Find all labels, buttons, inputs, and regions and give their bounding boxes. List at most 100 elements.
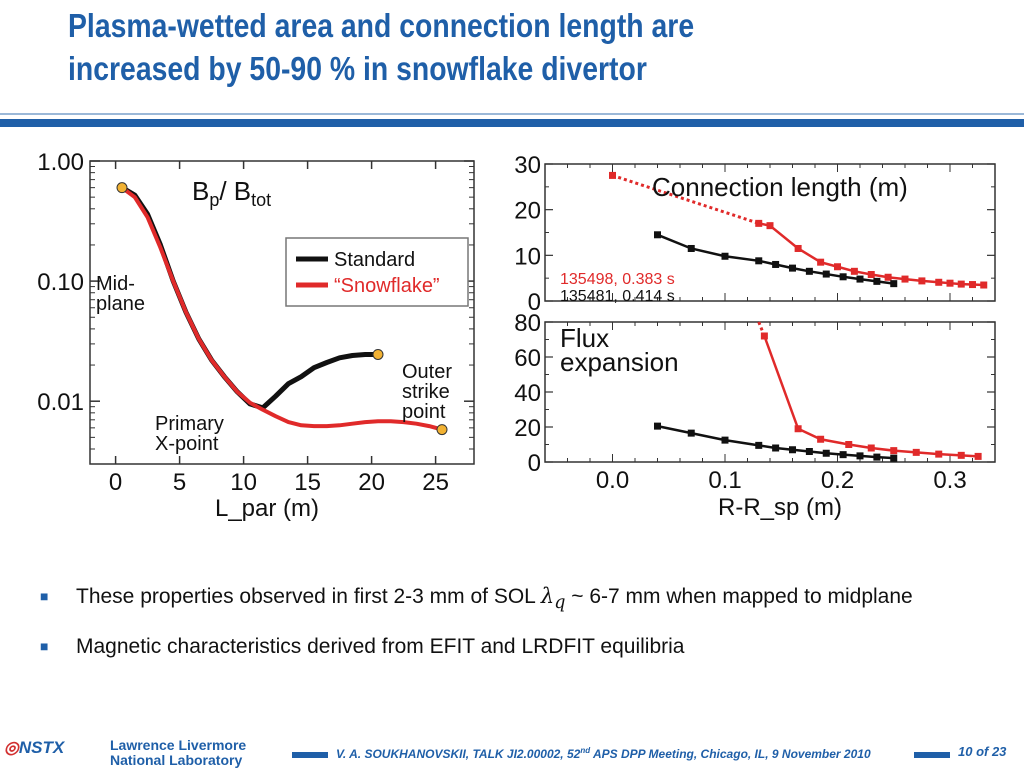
x-tick-label: 25 <box>422 469 449 496</box>
bullet-text-part1: These properties observed in first 2-3 m… <box>76 585 541 608</box>
plot-frame <box>544 321 996 463</box>
footer-bar-right <box>914 752 950 758</box>
y-tick-label: 20 <box>514 415 541 442</box>
series-dotted-segment <box>612 173 760 225</box>
endpoint-marker <box>372 348 384 360</box>
data-point-marker <box>839 451 847 459</box>
bullet-item: ■ Magnetic characteristics derived from … <box>40 630 980 663</box>
slide-title-line1: Plasma-wetted area and connection length… <box>68 7 695 44</box>
data-point-marker <box>817 258 825 266</box>
endpoint-marker <box>116 182 128 194</box>
x-tick-label: 0 <box>109 469 122 496</box>
legend-label: 135481, 0.414 s <box>560 288 675 305</box>
x-tick-label: 15 <box>294 469 321 496</box>
data-point-marker <box>772 260 780 268</box>
series-135498-line <box>763 335 979 458</box>
data-point-marker <box>794 244 802 252</box>
y-tick-label: 80 <box>514 310 541 337</box>
data-point-marker <box>687 244 695 252</box>
legend-label: “Snowflake” <box>334 275 440 297</box>
lambda-symbol: λ <box>540 584 555 608</box>
data-point-marker <box>755 257 763 265</box>
title-divider <box>0 119 1024 127</box>
figure-panels: 1.000.100.010 5 10 15 20 25L_par (m)Bp/ BtotS… <box>37 149 996 522</box>
data-point-marker <box>789 446 796 454</box>
x-tick-label: 20 <box>358 469 385 496</box>
chart-title: Bp/ Btot <box>192 176 271 210</box>
data-point-marker <box>946 279 954 287</box>
y-tick-label: 0.10 <box>37 269 84 296</box>
data-point-marker <box>772 444 780 452</box>
data-point-marker <box>918 277 926 285</box>
data-point-marker <box>856 452 864 460</box>
plot-frame <box>89 160 475 465</box>
data-point-marker <box>845 441 853 448</box>
annotation-strike-point: strike <box>402 381 450 403</box>
page-number: 10 of 23 <box>958 744 1007 759</box>
nstx-logo: ◎NSTX <box>4 738 64 758</box>
lambda-subscript: q <box>554 593 566 614</box>
chart-title: Connection length (m) <box>652 172 908 202</box>
nstx-logo-ring-icon: ◎ <box>4 738 19 757</box>
llnl-logo-line2: National Laboratory <box>110 752 243 768</box>
data-point-marker <box>856 275 864 283</box>
legend-label: 135498, 0.383 s <box>560 271 675 288</box>
footer-citation-a: V. A. SOUKHANOVSKII, TALK JI2.00002, 52 <box>336 747 581 761</box>
data-point-marker <box>850 267 858 275</box>
data-point-marker <box>805 267 813 275</box>
data-point-marker <box>755 219 763 227</box>
title-divider-thin <box>0 113 1024 115</box>
data-point-marker <box>822 270 830 278</box>
y-tick-label: 40 <box>514 380 541 407</box>
data-point-marker <box>890 447 898 455</box>
endpoint-marker <box>436 424 448 436</box>
chart-title: Flux <box>560 323 609 353</box>
data-point-marker <box>721 436 729 444</box>
y-tick-label: 30 <box>514 152 541 179</box>
data-point-marker <box>884 273 892 281</box>
data-point-marker <box>980 281 988 289</box>
data-point-marker <box>873 277 881 285</box>
llnl-logo: Lawrence Livermore National Laboratory <box>110 738 246 768</box>
data-point-marker <box>760 332 768 340</box>
data-point-marker <box>789 264 796 272</box>
annotation-strike-point: point <box>402 401 446 423</box>
llnl-logo-line1: Lawrence Livermore <box>110 737 247 753</box>
series-snowflake-line <box>120 186 443 432</box>
y-tick-label: 1.00 <box>37 149 84 176</box>
nstx-logo-text: NSTX <box>18 738 65 757</box>
annotation-midplane: Mid- <box>96 273 135 295</box>
data-point-marker <box>890 454 898 462</box>
data-point-marker <box>873 453 881 461</box>
data-point-marker <box>839 273 847 281</box>
bullet-list: ■ These properties observed in first 2-3… <box>40 580 980 673</box>
legend-label: Standard <box>334 249 415 271</box>
y-tick-label: 0.01 <box>37 389 84 416</box>
data-point-marker <box>654 422 661 430</box>
bullet-square-icon: ■ <box>40 588 49 604</box>
bullet-item: ■ These properties observed in first 2-3… <box>40 580 980 620</box>
annotation-strike-point: Outer <box>402 361 452 383</box>
data-point-marker <box>935 450 943 458</box>
data-point-marker <box>957 451 965 459</box>
data-point-marker <box>755 441 763 449</box>
data-point-marker <box>766 222 774 230</box>
data-point-marker <box>822 449 830 457</box>
footer-bar-left <box>292 752 328 758</box>
x-tick-label: 0.2 <box>821 467 854 494</box>
data-point-marker <box>969 281 976 289</box>
data-point-marker <box>654 231 661 239</box>
data-point-marker <box>974 452 982 460</box>
bullet-text-part2: ~ 6-7 mm when mapped to midplane <box>565 585 913 608</box>
y-tick-label: 20 <box>514 198 541 225</box>
data-point-marker <box>935 278 943 286</box>
x-axis-label: R-R_sp (m) <box>718 494 842 521</box>
footer-citation-sup: nd <box>580 746 591 755</box>
data-point-marker <box>687 429 695 437</box>
data-point-marker <box>805 448 813 455</box>
data-point-marker <box>721 252 729 260</box>
y-tick-label: 10 <box>514 243 541 270</box>
x-tick-label: 0.0 <box>596 467 629 494</box>
data-point-marker <box>834 263 841 271</box>
x-tick-label: 0.3 <box>933 467 966 494</box>
